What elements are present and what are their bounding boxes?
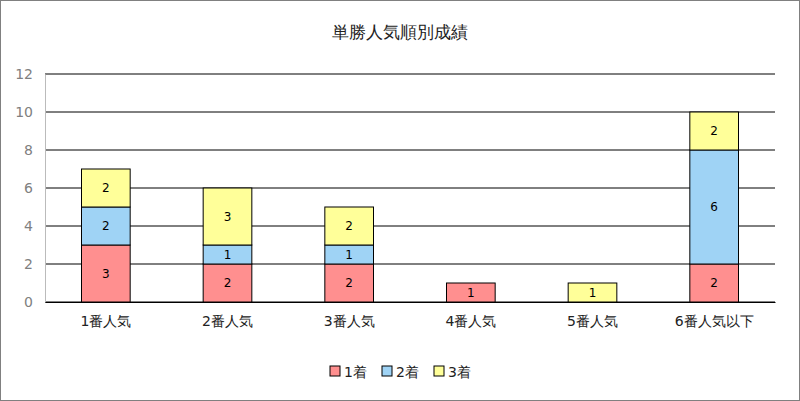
- legend-item: 1着: [330, 364, 367, 380]
- grid-line: [45, 188, 775, 189]
- bar-segment: [568, 283, 617, 302]
- data-label: 2: [345, 276, 353, 290]
- y-axis: 0 2 4 6 8 10 12: [15, 66, 45, 310]
- x-tick-label: 3番人気: [324, 313, 375, 329]
- x-tick-label: 1番人気: [80, 313, 131, 329]
- grid: [45, 74, 775, 302]
- legend: 1着 2着 3着: [330, 364, 471, 380]
- bar-segment: [82, 169, 131, 207]
- grid-line: [45, 302, 775, 303]
- series-bars: [82, 150, 739, 264]
- bar-segment: [447, 283, 496, 302]
- x-axis-line: [46, 302, 776, 303]
- legend-label: 3着: [448, 364, 471, 380]
- data-label: 2: [710, 124, 718, 138]
- legend-label: 1着: [344, 364, 367, 380]
- data-label: 2: [710, 276, 718, 290]
- y-tick-label: 12: [15, 66, 33, 82]
- bar-segment: [325, 207, 374, 245]
- data-labels: 3 2 2 1 2 2 1 1 6 2 3 2 1 2: [102, 124, 718, 300]
- x-tick: 5番人気: [567, 302, 618, 329]
- data-label: 2: [102, 181, 110, 195]
- x-tick: 2番人気: [202, 302, 253, 329]
- y-tick: 8: [24, 142, 45, 158]
- x-tick-label: 6番人気以下: [675, 313, 754, 329]
- legend-item: 3着: [434, 364, 471, 380]
- data-label: 6: [710, 200, 718, 214]
- y-tick: 2: [24, 256, 45, 272]
- bar-segment: [690, 264, 739, 302]
- data-label: 2: [102, 219, 110, 233]
- grid-line: [45, 226, 775, 227]
- x-tick-label: 4番人気: [445, 313, 496, 329]
- y-tick: 4: [24, 218, 45, 234]
- legend-item: 2着: [382, 364, 419, 380]
- bars: [82, 112, 739, 302]
- legend-label: 2着: [396, 364, 419, 380]
- series-bars: [82, 245, 739, 302]
- y-tick: 12: [15, 66, 45, 82]
- y-tick-label: 6: [24, 180, 33, 196]
- grid-line: [45, 74, 775, 75]
- x-tick: 4番人気: [445, 302, 496, 329]
- y-tick-label: 2: [24, 256, 33, 272]
- data-label: 3: [224, 210, 232, 224]
- bar-segment: [325, 264, 374, 302]
- data-label: 3: [102, 267, 110, 281]
- bar-segment: [82, 207, 131, 245]
- bar-segment: [690, 112, 739, 150]
- y-tick-label: 0: [24, 294, 33, 310]
- x-tick: 3番人気: [324, 302, 375, 329]
- data-label: 1: [224, 248, 232, 262]
- bar-segment: [447, 283, 496, 284]
- series-bars: [82, 112, 739, 302]
- data-label: 2: [224, 276, 232, 290]
- y-tick: 0: [24, 294, 45, 310]
- y-tick-label: 4: [24, 218, 33, 234]
- chart-frame: [1, 1, 800, 401]
- grid-line: [45, 150, 775, 151]
- y-tick: 10: [15, 104, 45, 120]
- x-tick: 6番人気以下: [675, 302, 754, 329]
- bar-segment: [203, 188, 252, 245]
- legend-swatch: [330, 366, 340, 376]
- legend-swatch: [434, 366, 444, 376]
- bar-segment: [203, 245, 252, 264]
- x-tick-label: 5番人気: [567, 313, 618, 329]
- data-label: 2: [345, 219, 353, 233]
- y-tick: 6: [24, 180, 45, 196]
- data-label: 1: [467, 286, 475, 300]
- y-axis-line: [45, 75, 46, 303]
- legend-swatch: [382, 366, 392, 376]
- grid-line: [45, 112, 775, 113]
- y-tick-label: 10: [15, 104, 33, 120]
- grid-line: [45, 264, 775, 265]
- chart-title: 単勝人気順別成績: [332, 22, 468, 42]
- x-axis: 1番人気 2番人気 3番人気 4番人気 5番人気 6番人気以下: [46, 302, 776, 329]
- bar-segment: [82, 245, 131, 302]
- x-tick-label: 2番人気: [202, 313, 253, 329]
- data-label: 1: [589, 286, 597, 300]
- x-tick: 1番人気: [80, 302, 131, 329]
- bar-segment: [203, 264, 252, 302]
- bar-segment: [690, 150, 739, 264]
- bar-segment: [325, 245, 374, 264]
- plot-area: 024681012322122116232121番人気2番人気3番人気4番人気5…: [15, 66, 775, 329]
- y-tick-label: 8: [24, 142, 33, 158]
- bar-segment: [447, 283, 496, 284]
- data-label: 1: [345, 248, 353, 262]
